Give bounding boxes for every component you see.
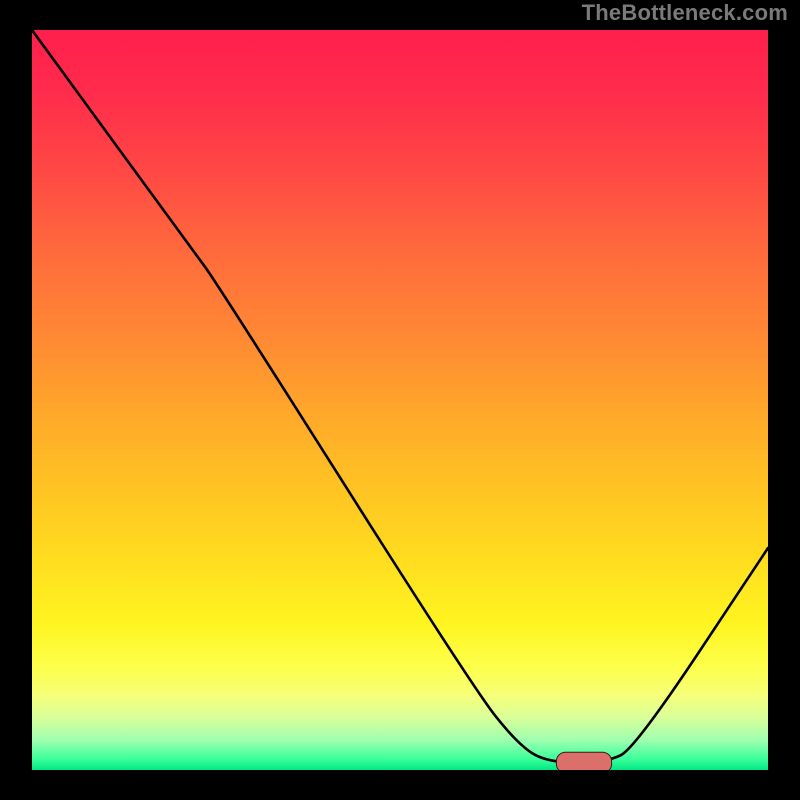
gradient-background xyxy=(32,30,768,770)
watermark-text: TheBottleneck.com xyxy=(582,0,788,26)
plot-area xyxy=(32,30,768,770)
optimal-marker xyxy=(556,752,611,770)
chart-container: TheBottleneck.com xyxy=(0,0,800,800)
bottleneck-chart-svg xyxy=(32,30,768,770)
